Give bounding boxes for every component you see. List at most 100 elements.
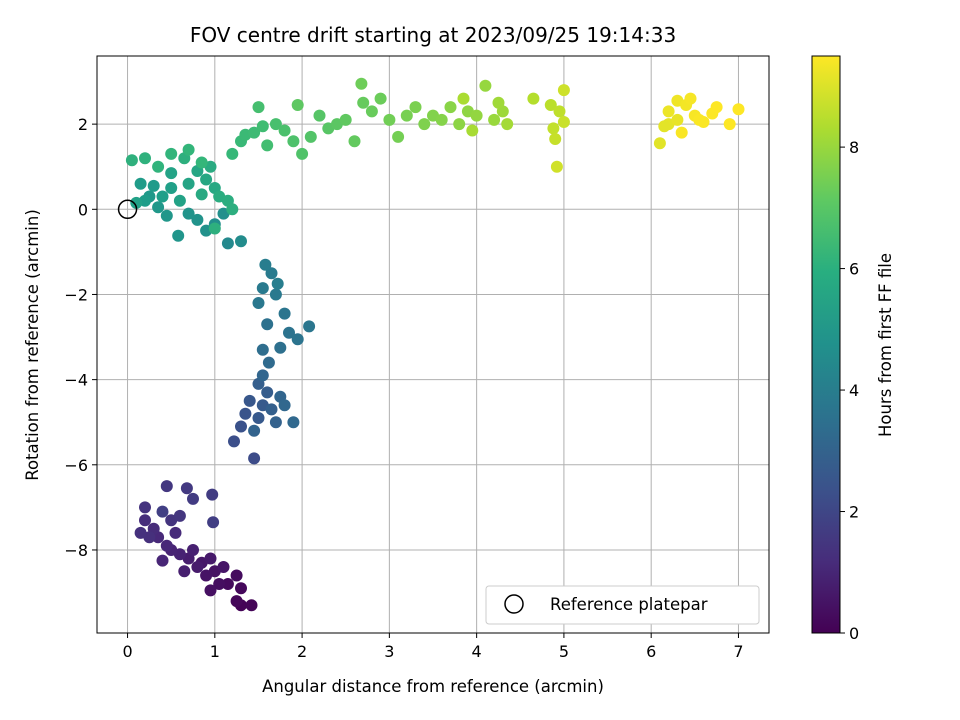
- data-point: [313, 109, 326, 122]
- data-point: [243, 394, 256, 407]
- data-point: [147, 179, 160, 192]
- legend-label-reference: Reference platepar: [550, 595, 708, 614]
- data-point: [547, 122, 560, 135]
- y-tick-label: −2: [64, 285, 88, 304]
- data-point: [208, 222, 221, 235]
- y-tick-label: 0: [78, 200, 88, 219]
- data-point: [296, 147, 309, 160]
- data-point: [172, 229, 185, 242]
- data-point: [169, 526, 182, 539]
- data-point: [125, 154, 138, 167]
- colorbar-gradient: [811, 55, 841, 634]
- data-point: [182, 177, 195, 190]
- data-point: [492, 96, 505, 109]
- data-point: [156, 554, 169, 567]
- legend-marker-hollow-circle: [504, 594, 524, 614]
- data-point: [274, 341, 287, 354]
- data-point: [134, 177, 147, 190]
- x-tick-label: 7: [733, 642, 743, 661]
- data-point: [383, 113, 396, 126]
- data-point: [271, 277, 284, 290]
- data-point: [653, 137, 666, 150]
- data-point: [256, 343, 269, 356]
- data-point: [165, 147, 178, 160]
- data-point: [134, 526, 147, 539]
- data-point: [195, 156, 208, 169]
- data-point: [261, 139, 274, 152]
- data-point: [182, 143, 195, 156]
- data-point: [549, 133, 562, 145]
- data-point: [269, 288, 282, 301]
- data-point: [287, 416, 300, 429]
- data-point: [444, 101, 457, 114]
- data-point: [355, 77, 368, 90]
- data-point: [287, 135, 300, 148]
- data-point: [235, 235, 247, 248]
- data-point: [662, 105, 675, 118]
- x-tick-label: 6: [646, 642, 656, 661]
- data-point: [165, 167, 178, 180]
- data-point: [697, 116, 710, 128]
- data-point: [265, 267, 278, 280]
- data-point: [239, 407, 252, 420]
- y-tick-label: 2: [78, 115, 88, 134]
- data-point: [182, 207, 195, 220]
- data-point: [392, 130, 405, 143]
- data-point: [252, 297, 265, 309]
- data-point: [269, 416, 282, 429]
- colorbar-tick-label: 6: [849, 260, 859, 279]
- y-tick-label: −4: [64, 371, 88, 390]
- y-tick-label: −8: [64, 541, 88, 560]
- data-point: [221, 578, 234, 590]
- data-point: [221, 237, 234, 250]
- data-point: [230, 569, 243, 582]
- data-point: [466, 124, 479, 137]
- data-point: [248, 452, 261, 465]
- data-point: [303, 320, 316, 333]
- data-point: [235, 420, 247, 433]
- data-point: [501, 118, 514, 131]
- colorbar-tick-label: 8: [849, 138, 859, 157]
- data-point: [230, 595, 243, 608]
- data-point: [261, 318, 274, 331]
- data-point: [191, 561, 204, 573]
- x-tick-label: 2: [297, 642, 307, 661]
- data-point: [457, 92, 470, 105]
- data-point: [256, 369, 269, 382]
- data-point: [173, 194, 186, 207]
- data-point: [453, 118, 466, 131]
- data-point: [187, 492, 199, 505]
- data-point: [710, 101, 723, 114]
- data-point: [139, 501, 151, 514]
- data-points: [125, 77, 745, 612]
- data-point: [130, 196, 143, 209]
- data-point: [470, 109, 483, 122]
- data-point: [553, 105, 566, 118]
- data-point: [291, 99, 304, 111]
- x-tick-label: 0: [122, 642, 132, 661]
- data-point: [195, 188, 208, 201]
- data-point: [245, 599, 258, 612]
- data-point: [304, 130, 317, 143]
- data-point: [226, 147, 239, 160]
- data-point: [675, 126, 688, 139]
- data-point: [339, 113, 352, 126]
- data-point: [178, 565, 191, 578]
- data-point: [283, 326, 295, 339]
- data-point: [156, 505, 169, 518]
- data-point: [204, 584, 217, 597]
- data-point: [165, 182, 178, 194]
- chart-title: FOV centre drift starting at 2023/09/25 …: [190, 23, 676, 47]
- data-point: [400, 109, 413, 122]
- colorbar: 0 2 4 6 8 Hours from first FF file: [811, 55, 895, 643]
- x-axis-title: Angular distance from reference (arcmin): [262, 677, 604, 696]
- x-tick-label: 1: [210, 642, 220, 661]
- data-point: [278, 307, 291, 320]
- x-tick-label: 4: [472, 642, 482, 661]
- data-point: [544, 99, 557, 111]
- data-point: [252, 412, 265, 424]
- data-point: [256, 120, 269, 133]
- data-point: [291, 333, 304, 346]
- data-point: [278, 124, 291, 137]
- y-tick-label: −6: [64, 456, 88, 475]
